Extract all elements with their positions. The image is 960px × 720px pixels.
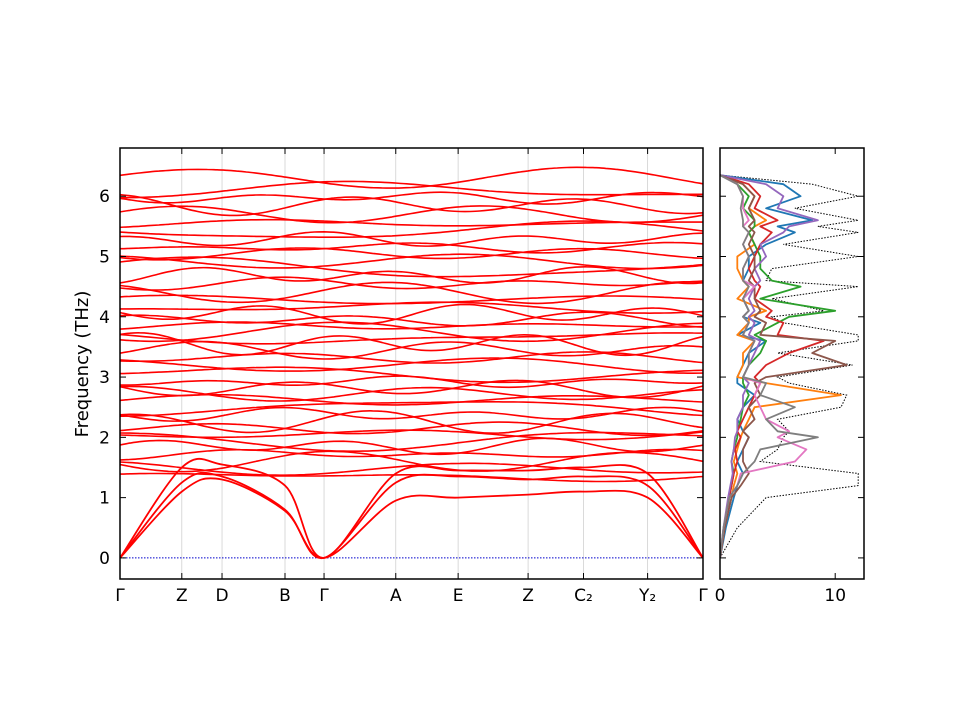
dos-x-tick-label: 10	[824, 586, 846, 606]
k-point-label: D	[215, 586, 228, 606]
y-tick-label: 4	[99, 308, 110, 328]
dos-axis: 0 10	[715, 148, 864, 606]
optical-band	[120, 311, 703, 328]
optical-band	[120, 448, 703, 461]
y-tick-label: 6	[99, 187, 110, 207]
k-point-label: Z	[522, 586, 534, 606]
acoustic-band	[120, 477, 703, 559]
k-point-label: Γ	[115, 586, 125, 606]
optical-band	[120, 280, 703, 305]
optical-band	[120, 241, 703, 254]
y-tick-label: 2	[99, 428, 110, 448]
optical-band	[120, 437, 703, 456]
optical-band	[120, 230, 703, 247]
optical-band	[120, 180, 703, 199]
y-tick-label: 0	[99, 549, 110, 569]
optical-band	[120, 294, 703, 305]
optical-band	[120, 166, 703, 189]
band-plot-frame	[119, 147, 704, 580]
dos-panel: 0 10	[715, 147, 865, 606]
y-tick-label: 1	[99, 489, 110, 509]
optical-band	[120, 400, 703, 417]
optical-band	[120, 205, 703, 224]
optical-band	[120, 472, 703, 483]
optical-band	[120, 265, 703, 285]
y-tick-label: 5	[99, 248, 110, 268]
optical-band	[120, 366, 703, 384]
optical-band	[120, 393, 703, 406]
projected-dos-line	[720, 174, 819, 559]
dos-x-tick-label: 0	[715, 586, 726, 606]
optical-band	[120, 410, 703, 434]
optical-band	[120, 406, 703, 422]
phonon-bands	[120, 166, 703, 559]
k-point-label: B	[279, 586, 291, 606]
y-tick-label: 3	[99, 368, 110, 388]
k-point-label: C₂	[574, 586, 593, 606]
optical-band	[120, 421, 703, 437]
optical-band	[120, 247, 703, 261]
optical-band	[120, 193, 703, 217]
optical-band	[120, 379, 703, 399]
k-point-label: Γ	[319, 586, 329, 606]
k-point-label: A	[390, 586, 402, 606]
k-path-axis: Γ Z D B Γ A E Z C₂ Y₂ Γ	[115, 148, 708, 606]
k-point-label: Z	[176, 586, 188, 606]
projected-dos-line	[720, 174, 848, 559]
density-of-states	[720, 174, 859, 559]
total-dos-line	[720, 174, 859, 559]
optical-band	[120, 303, 703, 325]
k-point-label: Γ	[698, 586, 708, 606]
acoustic-band	[120, 471, 703, 559]
frequency-axis: 0 1 2 3 4 5 6	[99, 187, 703, 569]
optical-band	[120, 256, 703, 278]
optical-band	[120, 385, 703, 402]
y-axis-label: Frequency (THz)	[72, 291, 93, 438]
k-point-label: Y₂	[638, 586, 656, 606]
optical-band	[120, 331, 703, 357]
optical-band	[120, 191, 703, 205]
dos-plot-frame	[719, 147, 865, 580]
optical-band	[120, 276, 703, 291]
acoustic-band	[120, 458, 703, 559]
optical-band	[120, 218, 703, 229]
k-point-label: E	[453, 586, 464, 606]
optical-band	[120, 461, 703, 477]
band-structure-panel: 0 1 2 3 4 5 6 Γ Z D B Γ A E Z C₂ Y₂ Γ Frequency (THz)	[72, 147, 708, 606]
projected-dos-line	[720, 174, 819, 559]
